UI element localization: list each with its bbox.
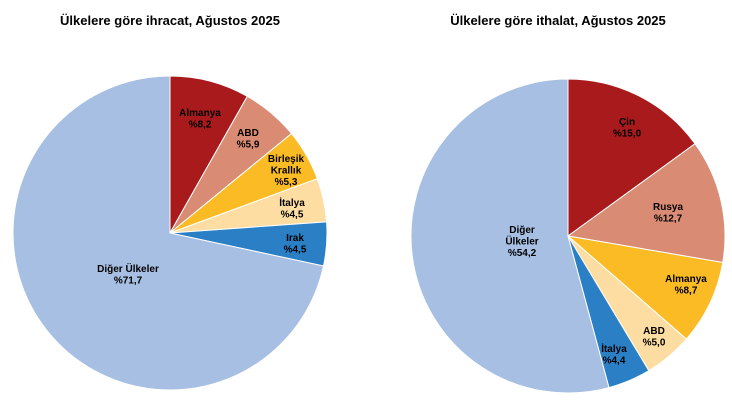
import-slice-cin [567, 78, 696, 237]
slice-name-text: ABD [643, 326, 665, 337]
import-slice-almanya [566, 235, 724, 340]
slice-value-text: %4,5 [284, 244, 307, 255]
import-label-italya: İtalya %4,4 [601, 342, 627, 367]
slice-name-text: ABD [237, 128, 259, 139]
import-slice-rusya [566, 143, 726, 264]
slice-name-text: Irak [286, 233, 304, 244]
export-label-italya: İtalya %4,5 [279, 196, 305, 221]
slice-value-text: %8,7 [675, 285, 698, 296]
export-label-birlesik-krallik: Birleşik Krallık %5,3 [268, 154, 305, 188]
import-label-almanya: Almanya %8,7 [665, 274, 707, 297]
export-pie-chart: Ülkelere göre ihracat, Ağustos 2025 Alma… [12, 13, 328, 391]
import-label-abd: ABD %5,0 [643, 326, 666, 349]
slice-name-text: İtalya [601, 342, 627, 355]
slice-value-text: %5,0 [643, 337, 666, 348]
slice-value-text: %4,5 [281, 209, 304, 220]
export-label-abd: ABD %5,9 [237, 128, 260, 151]
slice-name-text: Diğer [509, 225, 535, 236]
import-pie-labels: Çin %15,0 Rusya %12,7 Almanya %8,7 ABD %5,0 İtal… [505, 117, 707, 366]
slice-name-text: Birleşik [268, 154, 305, 165]
import-slice-diger-ulkeler [410, 78, 610, 394]
slice-value-text: %8,2 [189, 119, 212, 130]
import-chart-title: Ülkelere göre ithalat, Ağustos 2025 [450, 13, 666, 28]
slice-name-text: Çin [619, 117, 635, 128]
slice-value-text: %71,7 [114, 275, 143, 286]
import-label-cin: Çin %15,0 [613, 117, 642, 140]
export-slice-diger-ulkeler [12, 75, 325, 391]
slice-name-text: Ülkeler [505, 235, 538, 248]
slice-value-text: %5,3 [275, 177, 298, 188]
export-label-diger-ulkeler: Diğer Ülkeler %71,7 [97, 262, 159, 287]
import-pie-chart: Ülkelere göre ithalat, Ağustos 2025 Çin%… [410, 13, 726, 394]
slice-name-text: İtalya [279, 196, 305, 209]
import-pie-slices [410, 78, 726, 394]
export-chart-title: Ülkelere göre ihracat, Ağustos 2025 [60, 13, 280, 28]
export-label-almanya: Almanya %8,2 [179, 108, 221, 131]
slice-name-text: Krallık [271, 166, 302, 177]
slice-value-text: %15,0 [613, 128, 642, 139]
import-label-rusya: Rusya %12,7 [653, 202, 683, 225]
slice-value-text: %12,7 [654, 213, 683, 224]
export-pie-labels: Almanya %8,2 ABD %5,9 Birleşik Krallık %5,3 İta… [97, 108, 307, 286]
slice-name-text: Rusya [653, 202, 683, 213]
slice-value-text: %4,4 [603, 355, 626, 366]
export-pie-slices [12, 75, 328, 391]
slice-name-text: Almanya [665, 274, 707, 285]
export-label-irak: Irak %4,5 [284, 233, 307, 256]
slice-name-text: Diğer Ülkeler [97, 262, 159, 275]
slice-value-text: %5,9 [237, 139, 260, 150]
slice-name-text: Almanya [179, 108, 221, 119]
slice-value-text: %54,2 [508, 248, 537, 259]
import-label-diger-ulkeler: Diğer Ülkeler %54,2 [505, 225, 538, 259]
